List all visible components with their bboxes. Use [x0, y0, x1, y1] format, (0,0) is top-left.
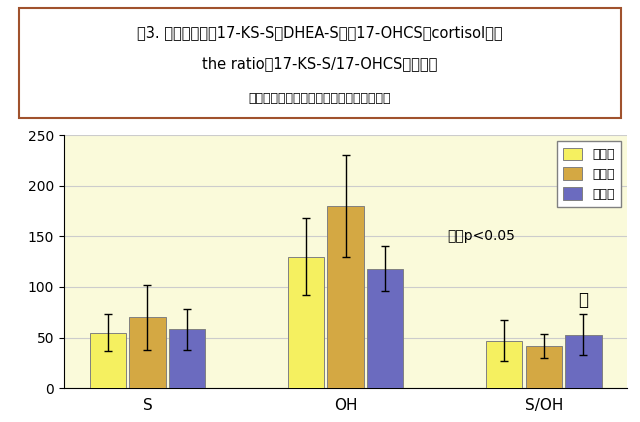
FancyBboxPatch shape [19, 8, 621, 118]
Bar [565, 335, 602, 388]
Bar [90, 333, 126, 388]
Bar [129, 317, 166, 388]
Bar [169, 330, 205, 388]
Text: 図3. 鍼施行前後の17-KS-S（DHEA-S），17-OHCS（cortisol），: 図3. 鍼施行前後の17-KS-S（DHEA-S），17-OHCS（cortis… [137, 25, 503, 40]
Bar [328, 206, 364, 388]
Text: ＊：p<0.05: ＊：p<0.05 [447, 229, 515, 243]
Bar [486, 341, 522, 388]
Text: （施行前、施行直後、翌朝を比較した。）: （施行前、施行直後、翌朝を比較した。） [249, 92, 391, 105]
Bar [288, 257, 324, 388]
Bar [367, 269, 403, 388]
Text: the ratio（17-KS-S/17-OHCS）の変動: the ratio（17-KS-S/17-OHCS）の変動 [202, 56, 438, 71]
Bar [525, 346, 562, 388]
Legend: 施行前, 施行後, 翌　朝: 施行前, 施行後, 翌 朝 [557, 141, 621, 207]
Text: ＊: ＊ [579, 291, 588, 309]
